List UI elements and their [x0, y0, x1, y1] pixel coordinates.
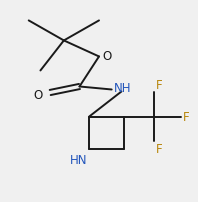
- Text: O: O: [102, 50, 111, 63]
- Text: NH: NH: [114, 82, 131, 95]
- Text: F: F: [156, 79, 162, 92]
- Text: O: O: [33, 88, 42, 101]
- Text: F: F: [183, 110, 189, 123]
- Text: HN: HN: [70, 153, 87, 166]
- Text: F: F: [156, 142, 162, 155]
